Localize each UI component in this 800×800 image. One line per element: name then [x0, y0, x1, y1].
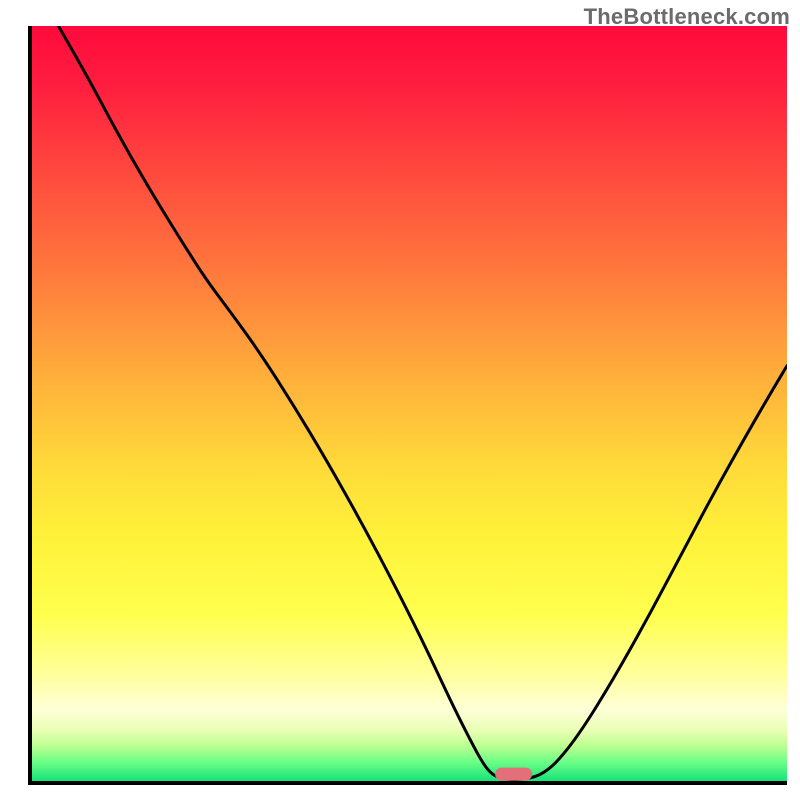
chart-root: TheBottleneck.com — [0, 0, 800, 800]
watermark-text: TheBottleneck.com — [584, 4, 790, 30]
curve-path — [58, 26, 787, 779]
optimal-marker — [495, 768, 533, 781]
bottleneck-curve — [32, 26, 787, 781]
plot-frame — [28, 26, 787, 785]
